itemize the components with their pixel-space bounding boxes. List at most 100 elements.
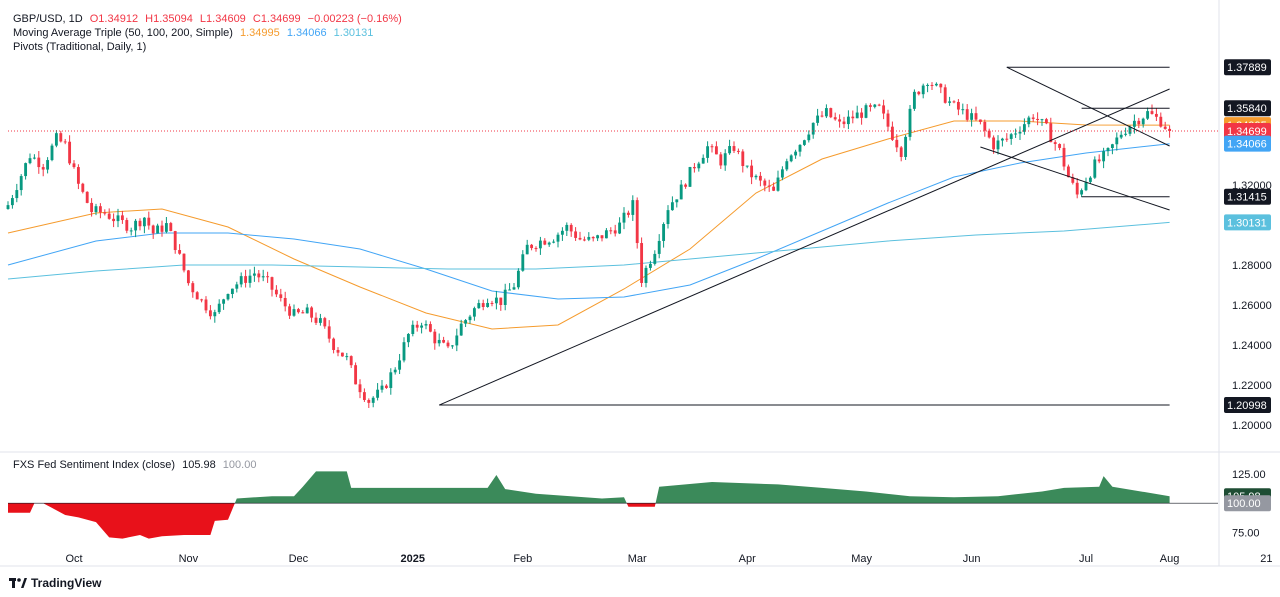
candle-body bbox=[547, 242, 551, 245]
candle bbox=[1159, 112, 1163, 128]
candle bbox=[587, 232, 591, 242]
price-label: 1.34066 bbox=[1227, 139, 1267, 151]
candle-body bbox=[288, 306, 292, 316]
candle bbox=[54, 130, 58, 148]
candle-body bbox=[1031, 117, 1035, 119]
candle bbox=[37, 151, 41, 174]
candle bbox=[486, 298, 490, 308]
candle bbox=[191, 281, 195, 298]
candle bbox=[670, 196, 674, 211]
candle bbox=[873, 103, 877, 109]
candle bbox=[1005, 133, 1009, 142]
candle bbox=[32, 154, 36, 160]
candle bbox=[314, 312, 318, 326]
candle bbox=[1062, 143, 1066, 171]
candle-body bbox=[455, 335, 459, 346]
candle-body bbox=[72, 163, 76, 168]
candle bbox=[772, 182, 776, 192]
candle-body bbox=[1119, 134, 1123, 138]
candle-body bbox=[481, 303, 485, 307]
price-tick-label: 1.26000 bbox=[1232, 300, 1272, 312]
candle bbox=[46, 157, 50, 174]
candle bbox=[640, 237, 644, 287]
candle bbox=[217, 299, 221, 315]
candle bbox=[613, 224, 617, 237]
candle-body bbox=[1014, 133, 1018, 135]
candle-body bbox=[116, 215, 120, 222]
candle-body bbox=[860, 112, 864, 118]
trendline bbox=[439, 88, 1170, 406]
candle-body bbox=[428, 324, 432, 332]
candle bbox=[697, 161, 701, 172]
price-tick-label: 1.20000 bbox=[1232, 420, 1272, 432]
close-value: C1.34699 bbox=[252, 13, 301, 25]
candle bbox=[204, 296, 208, 314]
candle-body bbox=[512, 287, 516, 290]
candle bbox=[19, 174, 23, 196]
candle-body bbox=[684, 184, 688, 187]
candle-body bbox=[591, 236, 595, 239]
candle-body bbox=[846, 116, 850, 125]
candle bbox=[618, 217, 622, 235]
candle bbox=[820, 111, 824, 118]
candle bbox=[890, 121, 894, 141]
candle bbox=[376, 383, 380, 401]
candle bbox=[521, 250, 525, 272]
candle bbox=[406, 333, 410, 348]
tradingview-brand[interactable]: TradingView bbox=[9, 576, 101, 590]
candle bbox=[85, 191, 89, 204]
candle bbox=[961, 103, 965, 115]
candle bbox=[1084, 177, 1088, 192]
candle bbox=[838, 114, 842, 128]
pivots-label: Pivots (Traditional, Daily, 1) bbox=[13, 41, 147, 53]
candle-body bbox=[948, 101, 952, 103]
candle bbox=[142, 217, 146, 234]
candle bbox=[208, 305, 212, 320]
candle-body bbox=[838, 119, 842, 122]
candle bbox=[1141, 117, 1145, 128]
candle-body bbox=[508, 289, 512, 291]
candle bbox=[257, 270, 261, 283]
candle-body bbox=[1154, 113, 1158, 117]
candle-body bbox=[750, 165, 754, 178]
candle-body bbox=[794, 151, 798, 156]
candle-body bbox=[618, 222, 622, 234]
candle-body bbox=[1106, 148, 1110, 152]
candle-body bbox=[191, 283, 195, 293]
candle-body bbox=[310, 307, 314, 318]
candle bbox=[1132, 114, 1136, 134]
candle-body bbox=[230, 288, 234, 295]
candle-body bbox=[939, 83, 943, 88]
candle bbox=[987, 128, 991, 139]
candle-body bbox=[710, 146, 714, 148]
candle-body bbox=[200, 299, 204, 301]
candle bbox=[908, 104, 912, 141]
candle-body bbox=[389, 372, 393, 388]
candle-body bbox=[824, 108, 828, 117]
candle bbox=[464, 319, 468, 328]
candle bbox=[1014, 128, 1018, 138]
candle-body bbox=[1000, 138, 1004, 141]
time-tick-label: Aug bbox=[1160, 553, 1180, 565]
candle bbox=[349, 355, 353, 369]
candle-body bbox=[706, 146, 710, 158]
candle bbox=[345, 352, 349, 361]
candle bbox=[362, 388, 366, 402]
candle-body bbox=[164, 223, 168, 232]
candle bbox=[666, 205, 670, 229]
time-tick-label: 21 bbox=[1260, 553, 1272, 565]
candle bbox=[411, 320, 415, 337]
candle bbox=[582, 236, 586, 242]
candle-body bbox=[274, 289, 278, 295]
candle bbox=[1000, 137, 1004, 147]
candle-body bbox=[930, 84, 934, 86]
candle-body bbox=[384, 385, 388, 388]
candle bbox=[1080, 188, 1084, 198]
candle bbox=[301, 310, 305, 314]
candle bbox=[310, 306, 314, 323]
candle bbox=[556, 232, 560, 248]
candle bbox=[604, 228, 608, 239]
candle-body bbox=[538, 240, 542, 249]
candle bbox=[292, 304, 296, 317]
